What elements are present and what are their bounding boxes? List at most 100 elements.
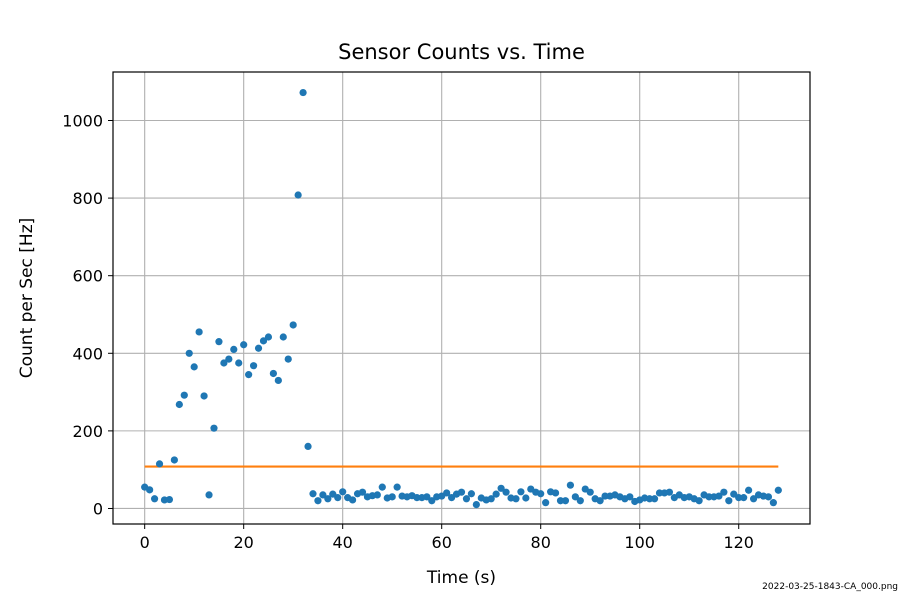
data-point [284, 355, 292, 363]
data-point [413, 494, 421, 502]
data-point [665, 488, 674, 496]
axis-ticks: 0 20 40 60 80 100 120 0 200 400 600 800 1000 [62, 111, 754, 552]
data-point [571, 493, 579, 501]
data-point [225, 355, 233, 363]
data-point [576, 497, 584, 505]
data-point [264, 333, 273, 341]
data-point [230, 345, 238, 354]
data-point [279, 333, 287, 341]
data-point [245, 371, 253, 379]
data-point [586, 488, 594, 496]
data-point [240, 341, 248, 349]
data-point [259, 337, 268, 345]
data-point [512, 495, 520, 503]
data-point [720, 488, 728, 496]
x-tick-label: 120 [723, 533, 754, 552]
footer-filename: 2022-03-25-1843-CA_000.png [762, 582, 898, 592]
data-point [358, 488, 367, 496]
data-point [393, 483, 401, 491]
data-point [740, 494, 748, 502]
data-point [462, 495, 471, 503]
data-point [457, 488, 466, 496]
data-point [774, 486, 782, 494]
plot-frame [112, 71, 811, 525]
data-point [175, 400, 183, 409]
data-point [294, 191, 302, 199]
data-point [146, 486, 154, 494]
data-point [695, 497, 703, 505]
data-point [551, 489, 560, 497]
data-point [650, 495, 659, 503]
data-point [205, 491, 213, 499]
data-point [517, 488, 525, 496]
data-point [334, 494, 342, 502]
data-point [378, 483, 386, 491]
data-point [542, 499, 550, 507]
data-point [190, 363, 198, 371]
data-point [309, 490, 317, 498]
data-point [745, 486, 753, 494]
data-point [646, 495, 654, 503]
data-point [601, 492, 609, 500]
data-point [314, 497, 322, 505]
data-point [200, 392, 208, 400]
data-point [443, 489, 451, 497]
data-point [180, 391, 188, 399]
x-tick-label: 60 [432, 533, 452, 552]
x-tick-label: 20 [234, 533, 254, 552]
data-point [339, 488, 347, 496]
data-point [735, 494, 743, 502]
data-point [185, 349, 193, 357]
data-point [764, 493, 773, 501]
chart-title: Sensor Counts vs. Time [338, 40, 585, 64]
data-point [467, 490, 476, 498]
data-point [249, 362, 258, 370]
data-point [289, 321, 297, 329]
grid [113, 72, 810, 524]
data-point [348, 496, 357, 504]
data-point [274, 376, 282, 385]
data-point [537, 490, 545, 498]
data-point [655, 489, 664, 497]
x-axis-label: Time (s) [426, 568, 496, 588]
y-tick-label: 0 [93, 499, 103, 518]
data-point [220, 359, 228, 367]
data-point [769, 499, 777, 507]
data-point [566, 481, 575, 489]
data-point [299, 88, 307, 97]
y-tick-label: 200 [72, 422, 103, 441]
x-tick-label: 80 [531, 533, 551, 552]
data-point [423, 493, 431, 501]
data-point [487, 495, 495, 503]
data-point [725, 497, 733, 505]
data-point [502, 488, 510, 496]
data-point [428, 497, 436, 505]
data-point [749, 495, 758, 503]
data-point [626, 493, 634, 501]
data-point [215, 338, 223, 346]
data-point [596, 497, 604, 505]
data-point [497, 484, 505, 492]
data-point [304, 442, 312, 451]
data-point [472, 501, 480, 509]
data-point [195, 328, 203, 336]
data-point [170, 456, 178, 464]
data-point [373, 491, 381, 499]
data-point [561, 497, 570, 505]
x-tick-label: 100 [624, 533, 655, 552]
data-point [324, 495, 332, 503]
data-point [522, 494, 530, 502]
data-point [319, 491, 327, 499]
y-tick-label: 800 [72, 189, 103, 208]
data-point [556, 497, 565, 505]
data-point [165, 495, 174, 504]
data-point [269, 369, 277, 378]
y-tick-label: 600 [72, 267, 103, 286]
x-tick-label: 40 [333, 533, 353, 552]
y-tick-label: 400 [72, 344, 103, 363]
y-tick-label: 1000 [62, 111, 103, 130]
y-axis-label: Count per Sec [Hz] [17, 218, 37, 379]
data-point [235, 359, 243, 367]
